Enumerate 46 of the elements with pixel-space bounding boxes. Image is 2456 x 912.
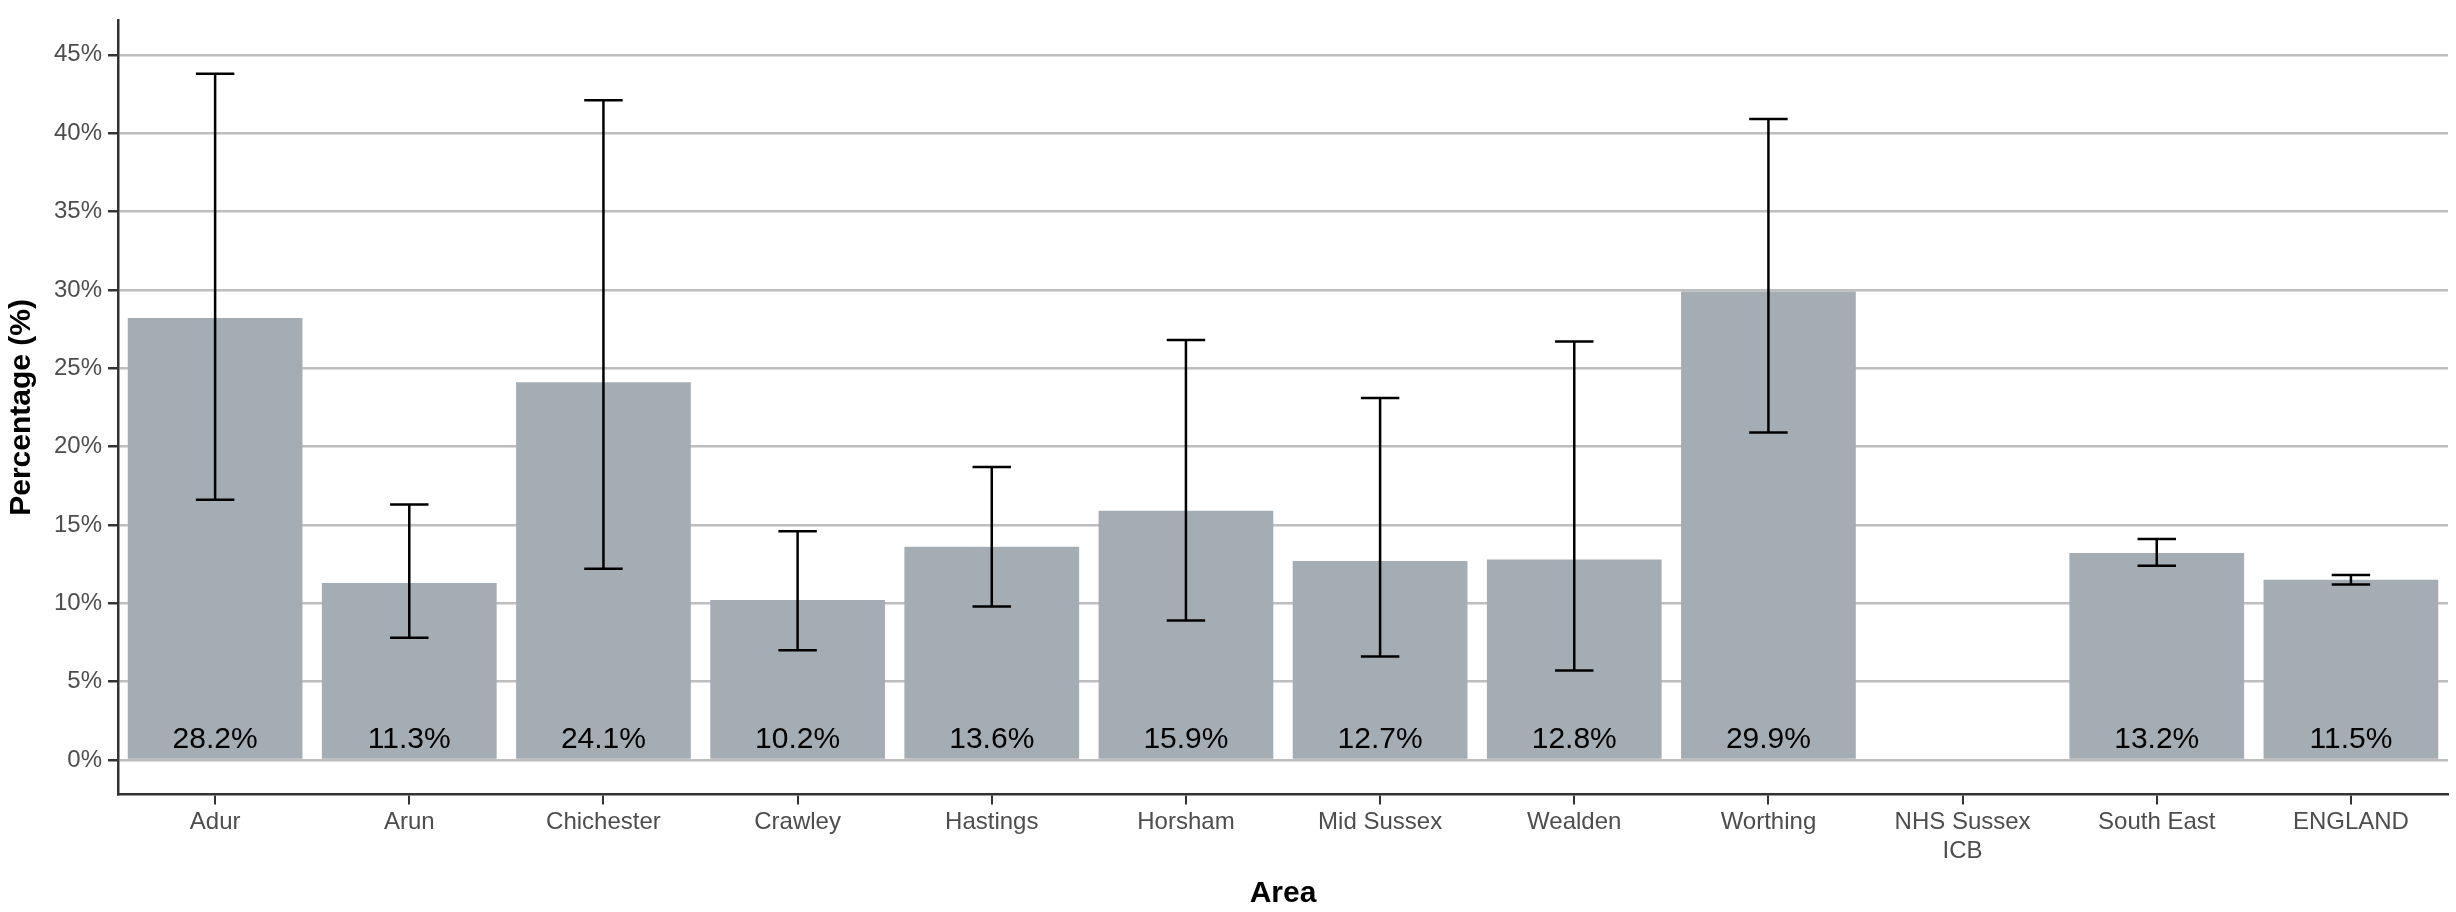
- data-label: 13.6%: [949, 720, 1035, 754]
- data-label: 11.5%: [2309, 720, 2393, 754]
- x-tick-label: Crawley: [754, 807, 841, 835]
- data-label: 12.8%: [1531, 720, 1617, 754]
- bar: [321, 582, 497, 759]
- x-tick-label: Hastings: [945, 807, 1039, 835]
- y-tick-label: 5%: [67, 666, 103, 694]
- x-tick-label: Chichester: [546, 807, 661, 835]
- y-tick-label: 15%: [53, 509, 103, 537]
- bar: [1486, 559, 1662, 759]
- bar: [516, 382, 691, 759]
- data-label: 28.2%: [172, 720, 258, 754]
- x-tick-label: Wealden: [1527, 807, 1622, 835]
- x-tick-label: Arun: [383, 807, 435, 835]
- y-axis-title: Percentage (%): [3, 299, 37, 516]
- bar: [904, 546, 1080, 759]
- x-tick-label: NHS Sussex ICB: [1894, 807, 2031, 864]
- y-tick-label: 10%: [53, 587, 103, 615]
- x-tick-label: Horsham: [1137, 807, 1235, 835]
- bar: [2069, 553, 2245, 759]
- bar: [710, 600, 885, 759]
- bar: [1292, 560, 1468, 759]
- x-tick-label: South East: [2098, 807, 2216, 835]
- data-label: 15.9%: [1143, 720, 1229, 754]
- data-label: 11.3%: [367, 720, 451, 754]
- bar: [127, 318, 303, 759]
- bar: [1098, 510, 1274, 759]
- data-label: 10.2%: [755, 720, 841, 754]
- y-tick-label: 45%: [53, 39, 103, 67]
- y-tick-label: 35%: [53, 196, 103, 224]
- x-tick-label: Worthing: [1720, 807, 1817, 835]
- data-label: 29.9%: [1725, 720, 1811, 754]
- y-tick-label: 0%: [67, 744, 103, 772]
- bar: [2263, 579, 2439, 759]
- data-label: 12.7%: [1337, 720, 1423, 754]
- x-tick-label: Adur: [189, 807, 241, 835]
- x-axis-title: Area: [1249, 875, 1317, 909]
- bar: [1681, 291, 1856, 759]
- y-tick-label: 25%: [53, 352, 103, 380]
- data-label: 24.1%: [560, 720, 646, 754]
- data-label: 13.2%: [2114, 720, 2200, 754]
- y-tick-label: 40%: [53, 117, 103, 145]
- y-tick-label: 20%: [53, 431, 103, 459]
- x-tick-label: Mid Sussex: [1318, 807, 1443, 835]
- y-tick-label: 30%: [53, 274, 103, 302]
- x-tick-label: ENGLAND: [2292, 807, 2409, 835]
